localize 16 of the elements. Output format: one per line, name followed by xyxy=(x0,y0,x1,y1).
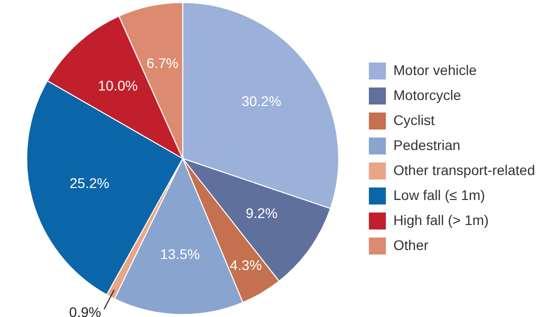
legend-label: Other transport-related xyxy=(393,162,536,178)
legend-label: High fall (> 1m) xyxy=(393,212,489,228)
data-label: 4.3% xyxy=(230,256,262,273)
data-label: 6.7% xyxy=(146,54,178,71)
data-label: 25.2% xyxy=(70,175,110,192)
legend-label: Low fall (≤ 1m) xyxy=(393,186,486,203)
legend-label: Motor vehicle xyxy=(393,62,477,78)
legend-label: Pedestrian xyxy=(393,136,460,153)
data-label: 13.5% xyxy=(160,246,200,262)
data-label: 30.2% xyxy=(241,93,282,109)
legend-label: Other xyxy=(393,236,429,253)
legend-label: Cyclist xyxy=(393,112,435,128)
data-label: 0.9% xyxy=(69,304,102,317)
data-label: 9.2% xyxy=(246,205,278,222)
legend-label: Motorcycle xyxy=(393,86,462,103)
data-label: 10.0% xyxy=(98,78,138,94)
